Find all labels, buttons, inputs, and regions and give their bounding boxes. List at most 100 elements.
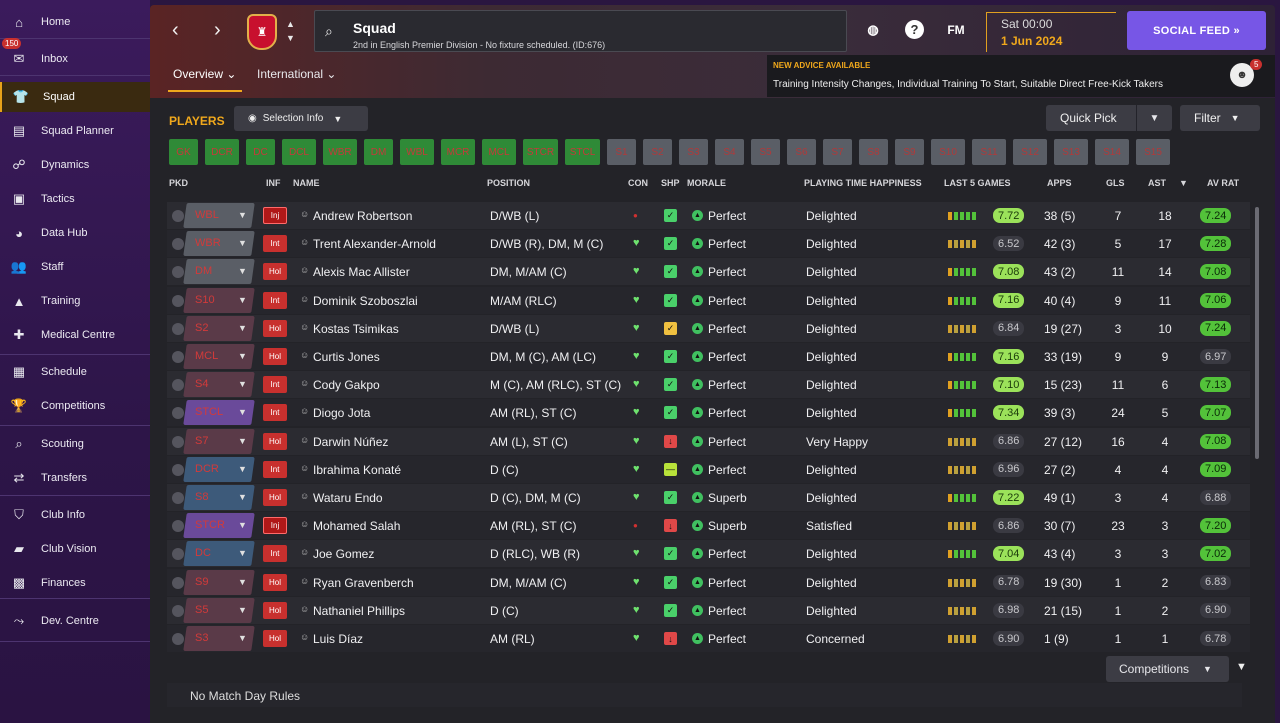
picked-toggle[interactable] xyxy=(172,210,184,222)
position-button-wbr[interactable]: WBR xyxy=(323,139,357,165)
column-header-position[interactable]: POSITION xyxy=(487,178,531,188)
position-button-s9[interactable]: S9 xyxy=(895,139,924,165)
position-button-s10[interactable]: S10 xyxy=(931,139,965,165)
sidebar-item-data-hub[interactable]: ◕ Data Hub xyxy=(0,218,150,248)
selection-dropdown[interactable]: S5 ▼ xyxy=(183,597,255,623)
picked-toggle[interactable] xyxy=(172,492,184,504)
column-header-inf[interactable]: INF xyxy=(266,178,281,188)
player-name[interactable]: Trent Alexander-Arnold xyxy=(313,237,436,252)
info-badge[interactable]: Int xyxy=(263,235,287,253)
sidebar-item-training[interactable]: ▲ Training xyxy=(0,286,150,316)
position-button-stcr[interactable]: STCR xyxy=(523,139,558,165)
position-button-dcl[interactable]: DCL xyxy=(282,139,316,165)
picked-toggle[interactable] xyxy=(172,238,184,251)
selection-dropdown[interactable]: STCR ▼ xyxy=(183,513,255,539)
selection-dropdown[interactable]: WBL ▼ xyxy=(183,203,255,228)
selection-dropdown[interactable]: WBR ▼ xyxy=(183,231,255,257)
column-header-apps[interactable]: APPS xyxy=(1047,178,1072,188)
info-badge[interactable]: Hol xyxy=(263,573,287,591)
picked-toggle[interactable] xyxy=(172,520,184,533)
table-row[interactable]: S4 ▼ Int ☺ Cody Gakpo M (C), AM (RLC), ST (C)… xyxy=(167,371,1250,399)
table-row[interactable]: S3 ▼ Hol ☺ Luis Díaz AM (RL) ♥ ↓ ▲ Perfect Concern… xyxy=(167,625,1250,652)
position-button-s8[interactable]: S8 xyxy=(859,139,888,165)
sidebar-item-dynamics[interactable]: ☍ Dynamics xyxy=(0,150,150,180)
table-row[interactable]: DCR ▼ Int ☺ Ibrahima Konaté D (C) ♥ — ▲ Perfect De… xyxy=(167,455,1250,483)
column-header-ast[interactable]: AST xyxy=(1148,178,1166,188)
sidebar-item-finances[interactable]: ▩ Finances xyxy=(0,568,150,598)
expand-chevron-icon[interactable]: ▼ xyxy=(1236,661,1247,673)
column-header-av-rat[interactable]: AV RAT xyxy=(1207,178,1240,188)
info-badge[interactable]: Hol xyxy=(263,348,287,365)
info-badge[interactable]: Int xyxy=(263,460,287,478)
player-name[interactable]: Curtis Jones xyxy=(313,350,380,364)
position-button-s5[interactable]: S5 xyxy=(751,139,780,165)
position-button-s1[interactable]: S1 xyxy=(607,139,636,165)
info-badge[interactable]: Hol xyxy=(263,263,287,281)
position-button-s2[interactable]: S2 xyxy=(643,139,672,165)
picked-toggle[interactable] xyxy=(172,407,184,420)
table-row[interactable]: S10 ▼ Int ☺ Dominik Szoboszlai M/AM (RLC) ♥ ✓ ▲ P… xyxy=(167,286,1250,314)
position-button-s11[interactable]: S11 xyxy=(972,139,1006,165)
table-row[interactable]: STCR ▼ Inj ☺ Mohamed Salah AM (RL), ST (C) ● ↓ ▲… xyxy=(167,512,1250,540)
picked-toggle[interactable] xyxy=(172,604,184,617)
sidebar-item-inbox[interactable]: 150 ✉ Inbox xyxy=(0,38,150,74)
scrollbar[interactable] xyxy=(1255,207,1259,459)
sidebar-item-transfers[interactable]: ⇄ Transfers xyxy=(0,463,150,493)
column-header-con[interactable]: CON xyxy=(628,178,648,188)
selection-dropdown[interactable]: DCR ▼ xyxy=(183,456,255,482)
position-button-dcr[interactable]: DCR xyxy=(205,139,239,165)
table-row[interactable]: S9 ▼ Hol ☺ Ryan Gravenberch DM, M/AM (C) ♥ ✓ ▲ Pe… xyxy=(167,568,1250,596)
sidebar-item-staff[interactable]: 👥 Staff xyxy=(0,252,150,282)
player-name[interactable]: Ibrahima Konaté xyxy=(313,462,402,477)
sidebar-item-club-vision[interactable]: ▰ Club Vision xyxy=(0,534,150,564)
table-row[interactable]: S7 ▼ Hol ☺ Darwin Núñez AM (L), ST (C) ♥ ↓ ▲ Perf… xyxy=(167,427,1250,455)
player-name[interactable]: Kostas Tsimikas xyxy=(313,321,399,336)
forward-arrow-icon[interactable]: › xyxy=(214,19,221,41)
position-button-dm[interactable]: DM xyxy=(364,139,393,165)
column-header-shp[interactable]: SHP xyxy=(661,178,680,188)
table-row[interactable]: S5 ▼ Hol ☺ Nathaniel Phillips D (C) ♥ ✓ ▲ Perfect… xyxy=(167,596,1250,624)
picked-toggle[interactable] xyxy=(172,463,184,476)
player-name[interactable]: Darwin Núñez xyxy=(313,434,389,449)
info-badge[interactable]: Int xyxy=(263,376,287,394)
table-row[interactable]: DM ▼ Hol ☺ Alexis Mac Allister DM, M/AM (C) ♥ ✓… xyxy=(167,258,1250,286)
date-display[interactable]: Sat 00:00 1 Jun 2024 xyxy=(986,12,1116,52)
player-name[interactable]: Alexis Mac Allister xyxy=(313,265,410,280)
info-badge[interactable]: Hol xyxy=(263,319,287,337)
player-name[interactable]: Dominik Szoboszlai xyxy=(313,293,418,308)
player-name[interactable]: Luis Díaz xyxy=(313,632,364,646)
sidebar-item-tactics[interactable]: ▣ Tactics xyxy=(0,184,150,214)
column-header-last-5-games[interactable]: LAST 5 GAMES xyxy=(944,178,1011,188)
sidebar-item-squad[interactable]: 👕 Squad xyxy=(0,82,150,112)
info-badge[interactable]: Hol xyxy=(263,489,287,506)
quick-pick-button[interactable]: Quick Pick xyxy=(1046,105,1172,131)
player-name[interactable]: Diogo Jota xyxy=(313,406,371,421)
selection-dropdown[interactable]: S10 ▼ xyxy=(183,287,255,313)
info-badge[interactable]: Int xyxy=(263,291,287,309)
back-arrow-icon[interactable]: ‹ xyxy=(172,19,179,41)
position-button-s4[interactable]: S4 xyxy=(715,139,744,165)
sidebar-item-scouting[interactable]: ⌕ Scouting xyxy=(0,429,150,459)
selection-dropdown[interactable]: MCL ▼ xyxy=(183,344,255,369)
table-row[interactable]: WBR ▼ Int ☺ Trent Alexander-Arnold D/WB (R), … xyxy=(167,230,1250,258)
player-name[interactable]: Mohamed Salah xyxy=(313,519,401,534)
chevron-up-icon[interactable]: ▲ xyxy=(286,19,295,29)
table-row[interactable]: WBL ▼ Inj ☺ Andrew Robertson D/WB (L) ● ✓ ▲ Perfe… xyxy=(167,202,1250,229)
page-title-box[interactable]: ⌕ Squad 2nd in English Premier Division … xyxy=(314,10,847,52)
player-name[interactable]: Ryan Gravenberch xyxy=(313,575,414,590)
picked-toggle[interactable] xyxy=(172,633,184,645)
info-badge[interactable]: Inj xyxy=(263,517,287,535)
info-badge[interactable]: Int xyxy=(263,545,287,563)
position-button-dc[interactable]: DC xyxy=(246,139,275,165)
column-header-gls[interactable]: GLS xyxy=(1106,178,1125,188)
sidebar-item-home[interactable]: ⌂ Home xyxy=(0,7,150,37)
position-button-mcl[interactable]: MCL xyxy=(482,139,516,165)
fm-menu-icon[interactable]: FM xyxy=(947,23,965,37)
position-button-s12[interactable]: S12 xyxy=(1013,139,1047,165)
sidebar-item-medical-centre[interactable]: ✚ Medical Centre xyxy=(0,320,150,350)
info-badge[interactable]: Inj xyxy=(263,207,287,224)
filter-button[interactable]: Filter ▼ xyxy=(1180,105,1260,131)
table-row[interactable]: S2 ▼ Hol ☺ Kostas Tsimikas D/WB (L) ♥ ✓ ▲ Perfect… xyxy=(167,314,1250,342)
column-header-morale[interactable]: MORALE xyxy=(687,178,726,188)
position-button-s14[interactable]: S14 xyxy=(1095,139,1129,165)
